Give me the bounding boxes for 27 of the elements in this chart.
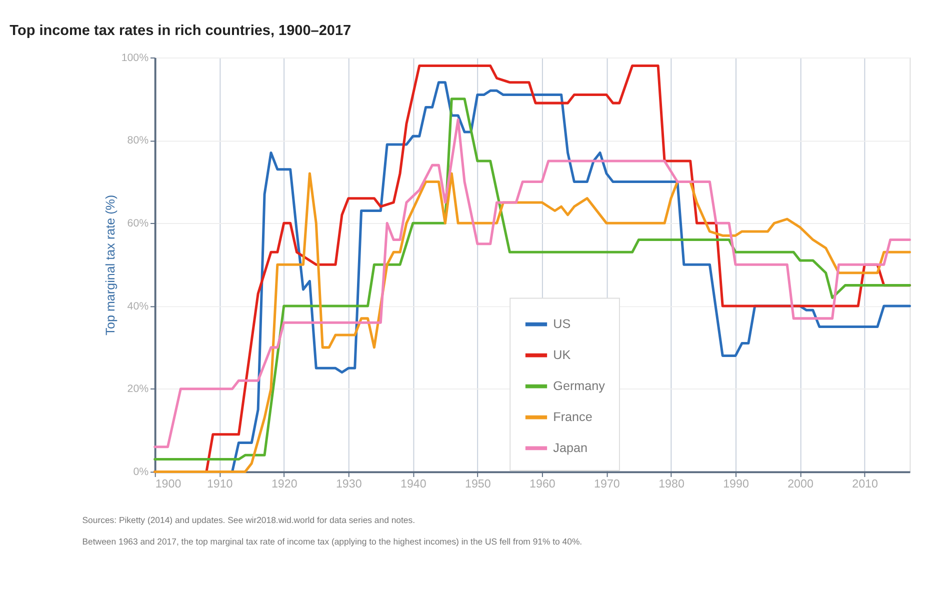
y-tick-label: 100% — [121, 52, 150, 64]
x-tick-label: 1940 — [400, 478, 426, 491]
x-tick-label: 1950 — [465, 478, 491, 491]
x-tick-label: 1930 — [336, 478, 362, 491]
x-tick-label: 1900 — [155, 478, 182, 491]
legend-label: France — [553, 410, 592, 424]
x-tick-label: 2010 — [852, 478, 878, 491]
x-tick-label: 1970 — [594, 478, 620, 491]
x-tick-label: 1920 — [271, 478, 298, 491]
legend-label: Germany — [553, 379, 606, 394]
text: Between 1963 and 2017, the top marginal tax rate of income tax (applying to the highest incomes) in the US fell from 91% to 40%. — [82, 536, 582, 546]
legend-label: Japan — [553, 441, 588, 456]
y-tick-label: 40% — [127, 300, 150, 312]
y-axis-title: Top marginal tax rate (%) — [104, 194, 118, 336]
y-tick-label: 60% — [127, 218, 150, 230]
x-tick-label: 1960 — [530, 478, 556, 491]
legend-label: UK — [553, 348, 572, 362]
chart-title: Top income tax rates in rich countries, 1900–2017 — [10, 23, 352, 40]
x-tick-label: 1980 — [658, 478, 684, 491]
x-tick-label: 1990 — [723, 478, 749, 491]
x-tick-label: 2000 — [788, 478, 814, 491]
legend-label: US — [553, 317, 571, 332]
y-tick-label: 80% — [127, 134, 150, 147]
y-tick-label: 0% — [133, 466, 150, 478]
source-note: Sources: Piketty (2014) and updates. See wir2018.wid.world for data series and notes. — [82, 514, 415, 525]
y-tick-label: 20% — [127, 383, 150, 396]
x-tick-label: 1910 — [206, 478, 233, 491]
